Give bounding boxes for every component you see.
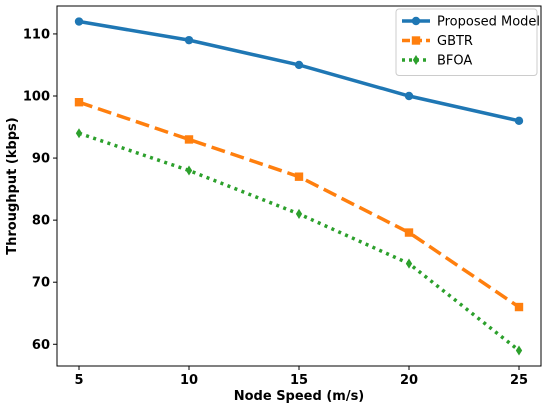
legend: Proposed Model GBTR BFOA	[395, 8, 540, 76]
series-2	[75, 128, 523, 356]
y-tick-label: 80	[32, 214, 50, 229]
data-point	[405, 258, 413, 269]
series-1	[74, 98, 524, 312]
series-line	[78, 100, 520, 309]
legend-marker	[412, 54, 420, 66]
x-tick-label: 10	[180, 373, 198, 388]
legend-box	[395, 8, 538, 76]
x-axis: 5 10 15 20 25	[74, 366, 528, 388]
x-tick-label: 20	[400, 373, 418, 388]
legend-marker	[411, 36, 421, 45]
y-axis: 60 70 80 90 100 110	[23, 27, 57, 353]
x-tick-label: 15	[290, 373, 308, 388]
data-point	[404, 91, 414, 101]
legend-label: Proposed Model	[437, 15, 540, 30]
data-point	[75, 128, 83, 139]
legend-item: Proposed Model	[402, 15, 540, 30]
y-tick-label: 110	[23, 27, 50, 42]
y-tick-label: 90	[32, 152, 50, 167]
legend-label: BFOA	[437, 54, 472, 69]
data-point	[295, 208, 303, 219]
data-point	[404, 228, 414, 237]
y-tick-label: 60	[32, 338, 50, 353]
y-tick-label: 100	[23, 90, 50, 105]
data-point	[184, 135, 194, 144]
data-point	[514, 116, 524, 126]
y-tick-label: 70	[32, 276, 50, 291]
legend-label: GBTR	[437, 34, 473, 49]
legend-marker	[411, 16, 421, 26]
x-tick-label: 5	[74, 373, 83, 388]
legend-item: GBTR	[402, 34, 473, 49]
y-axis-label: Throughput (kbps)	[5, 117, 20, 254]
series-0	[74, 17, 524, 126]
x-axis-label: Node Speed (m/s)	[234, 389, 365, 404]
legend-item: BFOA	[402, 54, 472, 69]
data-point	[74, 98, 84, 107]
data-point	[74, 17, 84, 26]
plot-area	[74, 17, 524, 356]
data-point	[515, 345, 523, 356]
x-tick-label: 25	[510, 373, 528, 388]
data-point	[184, 35, 194, 45]
data-point	[185, 165, 193, 176]
series-line	[78, 131, 521, 352]
data-point	[514, 302, 524, 312]
data-point	[294, 60, 304, 70]
data-point	[294, 172, 304, 181]
